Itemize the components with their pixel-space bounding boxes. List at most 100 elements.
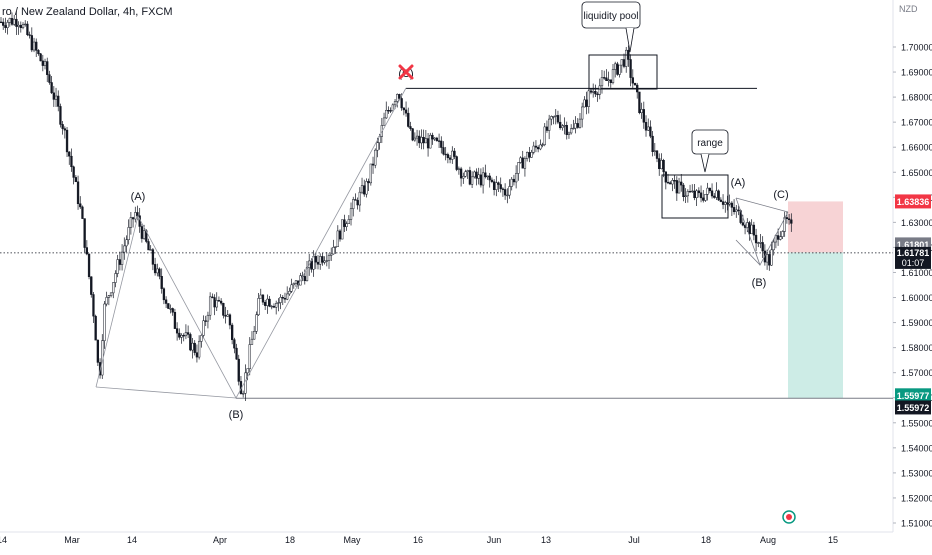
candle-body: [548, 118, 551, 131]
y-tick-label: 1.66000: [901, 143, 932, 153]
y-tick-label: 1.63000: [901, 218, 932, 228]
candle-body: [409, 126, 412, 129]
candle-body: [603, 77, 606, 79]
candle-body: [622, 59, 626, 67]
candle-body: [200, 335, 203, 342]
candle-body: [642, 109, 645, 123]
candle-body: [721, 201, 725, 205]
candle-body: [10, 18, 14, 25]
candle-body: [468, 170, 472, 185]
stop-loss-price-label-bg: [895, 194, 931, 209]
cross-marker: [398, 64, 414, 80]
y-tick-label: 1.61000: [901, 268, 932, 278]
candle-body: [741, 222, 745, 226]
candle-body: [455, 156, 458, 170]
candle-body: [534, 145, 538, 148]
candle-body: [396, 94, 399, 102]
candle-body: [79, 203, 82, 208]
range-callout-pointer: [700, 153, 710, 173]
candle-body: [46, 61, 49, 75]
y-tick-label: 1.59000: [901, 318, 932, 328]
candle-body: [242, 393, 245, 395]
candle-body: [131, 217, 135, 220]
candle-body: [171, 308, 174, 313]
x-tick-label: Jun: [487, 535, 502, 545]
candle-body: [345, 223, 348, 227]
candle-body: [116, 259, 119, 274]
candle-body: [680, 181, 683, 186]
liquidity-pool-callout-pointer: [625, 27, 635, 53]
candle-body: [589, 90, 593, 93]
candle-body: [464, 171, 467, 177]
candle-body: [6, 22, 9, 28]
wave-abc-line: [95, 87, 407, 399]
candle-body: [206, 314, 210, 322]
candle-body: [457, 168, 461, 170]
candle-body: [402, 107, 406, 111]
candle-body: [259, 294, 262, 299]
candle-body: [719, 199, 723, 202]
y-tick-label: 1.65000: [901, 168, 932, 178]
candle-body: [347, 219, 350, 224]
candle-body: [426, 138, 430, 149]
candle-body: [673, 180, 676, 182]
candle-body: [442, 147, 445, 155]
candle-body: [65, 129, 69, 153]
candle-body: [724, 202, 727, 205]
candle-body: [39, 53, 42, 62]
candle-body: [74, 177, 77, 183]
candle-body: [21, 24, 25, 29]
candle-body: [123, 245, 126, 253]
candle-body: [164, 299, 168, 304]
candle-body: [140, 226, 144, 239]
candle-body: [219, 300, 223, 304]
candle-body: [592, 91, 595, 93]
risk-zone: [788, 201, 843, 253]
wave-label: (B): [752, 277, 767, 289]
candle-body: [418, 135, 421, 144]
candle-body: [17, 24, 20, 27]
candle-body: [13, 18, 16, 25]
candle-body: [519, 157, 522, 163]
candle-body: [169, 308, 172, 310]
candle-body: [59, 106, 62, 125]
candle-body: [343, 219, 346, 227]
candle-body: [490, 179, 494, 182]
candle-body: [136, 212, 139, 216]
candle-body: [746, 222, 749, 228]
candle-body: [321, 256, 324, 263]
x-tick-label: Mar: [64, 535, 80, 545]
candle-body: [693, 190, 696, 199]
candle-body: [572, 127, 575, 130]
candle-body: [319, 256, 322, 265]
y-tick-label: 1.68000: [901, 93, 932, 103]
y-tick-label: 1.60000: [901, 293, 932, 303]
y-tick-label: 1.55000: [901, 418, 932, 428]
candle-body: [559, 121, 562, 129]
candle-body: [173, 312, 177, 329]
candle-body: [142, 230, 146, 239]
candle-body: [30, 35, 33, 51]
candle-body: [103, 303, 106, 341]
candle-body: [486, 175, 489, 178]
candle-body: [550, 116, 553, 120]
candle-body: [761, 242, 764, 252]
candle-body: [158, 268, 161, 277]
candle-body: [473, 171, 476, 178]
candle-body: [479, 174, 483, 186]
candle-body: [387, 109, 390, 112]
candle-body: [112, 282, 115, 294]
candle-body: [325, 260, 328, 262]
candle-body: [50, 82, 53, 94]
candles-group: [0, 10, 793, 402]
current-price-label-bg: [895, 246, 931, 269]
candle-body: [334, 246, 337, 248]
candle-body: [70, 155, 73, 168]
candle-body: [215, 300, 218, 308]
candle-body: [713, 195, 716, 198]
candle-body: [481, 172, 485, 186]
wave-label: (A): [131, 191, 146, 203]
candle-body: [358, 191, 361, 206]
